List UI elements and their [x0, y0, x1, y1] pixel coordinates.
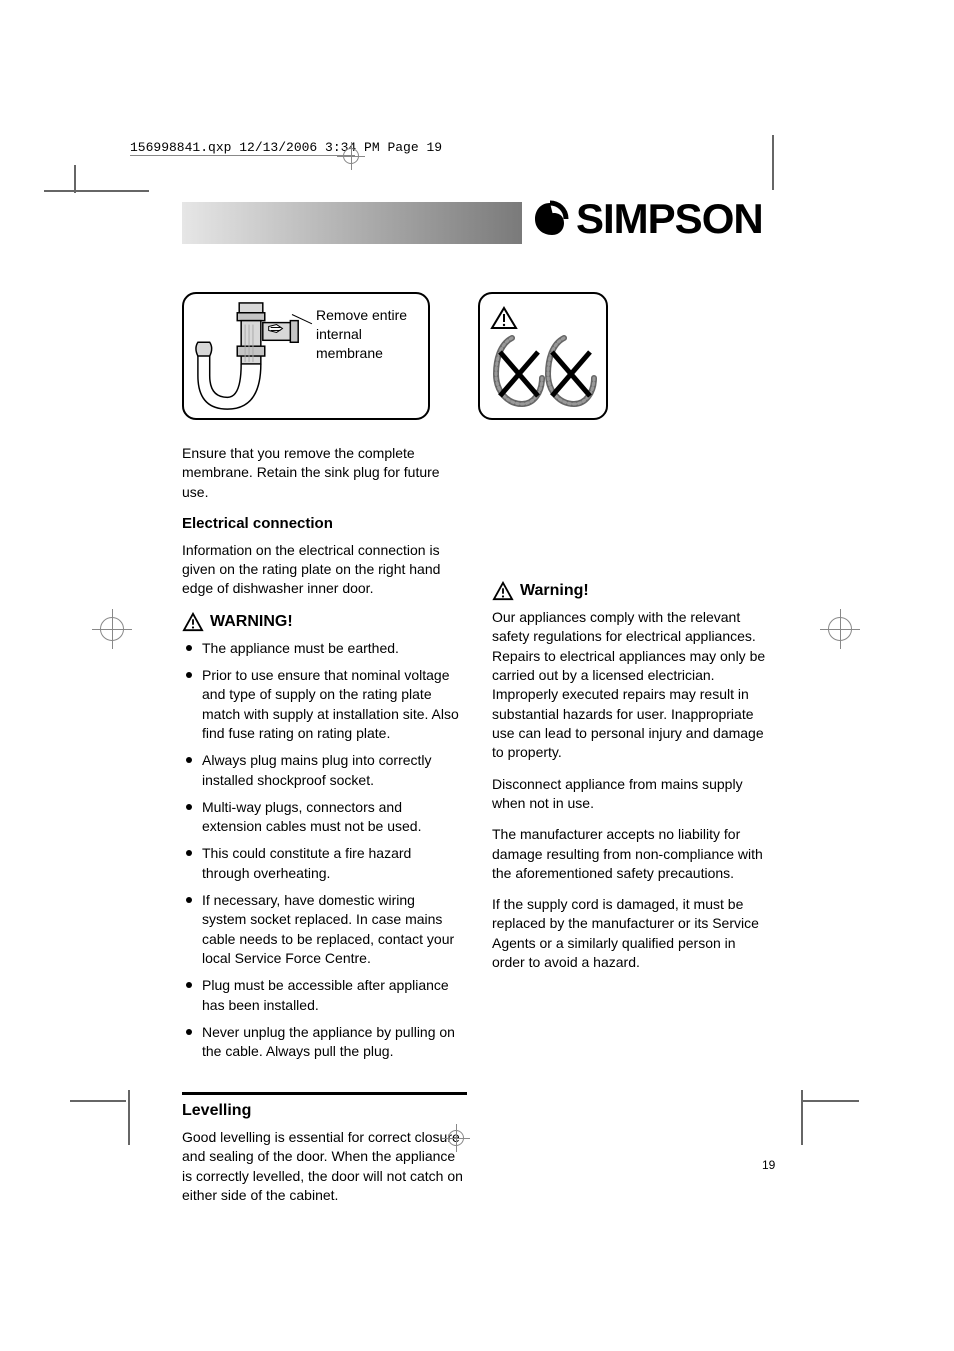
- header-underline: [130, 155, 355, 156]
- section-rule: [182, 1092, 467, 1095]
- crop-mark: [74, 165, 76, 193]
- crop-mark: [128, 1090, 130, 1145]
- right-column: Warning! Our appliances comply with the …: [492, 444, 772, 1070]
- crop-mark: [70, 1100, 126, 1102]
- body-columns: Ensure that you remove the complete memb…: [182, 444, 772, 1070]
- paragraph: If the supply cord is damaged, it must b…: [492, 895, 772, 972]
- registration-mark-icon: [100, 617, 124, 641]
- list-item: Prior to use ensure that nominal voltage…: [182, 666, 462, 743]
- list-item: The appliance must be earthed.: [182, 639, 462, 658]
- file-header: 156998841.qxp 12/13/2006 3:34 PM Page 19: [130, 140, 442, 155]
- list-item: If necessary, have domestic wiring syste…: [182, 891, 462, 968]
- list-item: This could constitute a fire hazard thro…: [182, 844, 462, 883]
- left-column: Ensure that you remove the complete memb…: [182, 444, 462, 1070]
- list-item: Plug must be accessible after appliance …: [182, 976, 462, 1015]
- warning-label: WARNING!: [210, 611, 293, 633]
- warning-heading: Warning!: [492, 580, 772, 602]
- list-item: Multi-way plugs, connectors and extensio…: [182, 798, 462, 837]
- registration-mark-icon: [828, 617, 852, 641]
- list-item: Never unplug the appliance by pulling on…: [182, 1023, 462, 1062]
- paragraph: Disconnect appliance from mains supply w…: [492, 775, 772, 814]
- crop-mark: [803, 1100, 859, 1102]
- warning-label: Warning!: [520, 580, 589, 602]
- warning-bullets: The appliance must be earthed. Prior to …: [182, 639, 462, 1062]
- brand-logo: simpson: [530, 195, 763, 243]
- header-gradient-bar: [182, 202, 522, 244]
- paragraph: Ensure that you remove the complete memb…: [182, 444, 462, 502]
- crop-mark: [772, 135, 774, 190]
- crop-mark: [801, 1090, 803, 1145]
- drain-trap-icon: [192, 302, 310, 414]
- section-heading: Electrical connection: [182, 514, 462, 535]
- warning-triangle-icon: [492, 581, 514, 601]
- registration-mark-icon: [448, 1130, 464, 1146]
- figure-caption: Remove entire internal membrane: [316, 306, 428, 363]
- page-number: 19: [762, 1158, 775, 1172]
- paragraph: The manufacturer accepts no liability fo…: [492, 825, 772, 883]
- figure-drain-membrane: Remove entire internal membrane: [182, 292, 430, 420]
- list-item: Always plug mains plug into correctly in…: [182, 751, 462, 790]
- warning-triangle-icon: [182, 612, 204, 632]
- no-hoses-icon: [488, 304, 602, 412]
- paragraph: Information on the electrical connection…: [182, 541, 462, 599]
- registration-mark-icon: [343, 148, 359, 164]
- levelling-body: Good levelling is essential for correct …: [182, 1128, 467, 1205]
- logo-text: simpson: [576, 195, 763, 243]
- warning-heading: WARNING!: [182, 611, 462, 633]
- logo-swirl-icon: [530, 199, 570, 239]
- crop-mark: [44, 190, 149, 192]
- paragraph: Our appliances comply with the relevant …: [492, 608, 772, 763]
- levelling-heading: Levelling: [182, 1102, 251, 1120]
- figure-no-extension-hoses: [478, 292, 608, 420]
